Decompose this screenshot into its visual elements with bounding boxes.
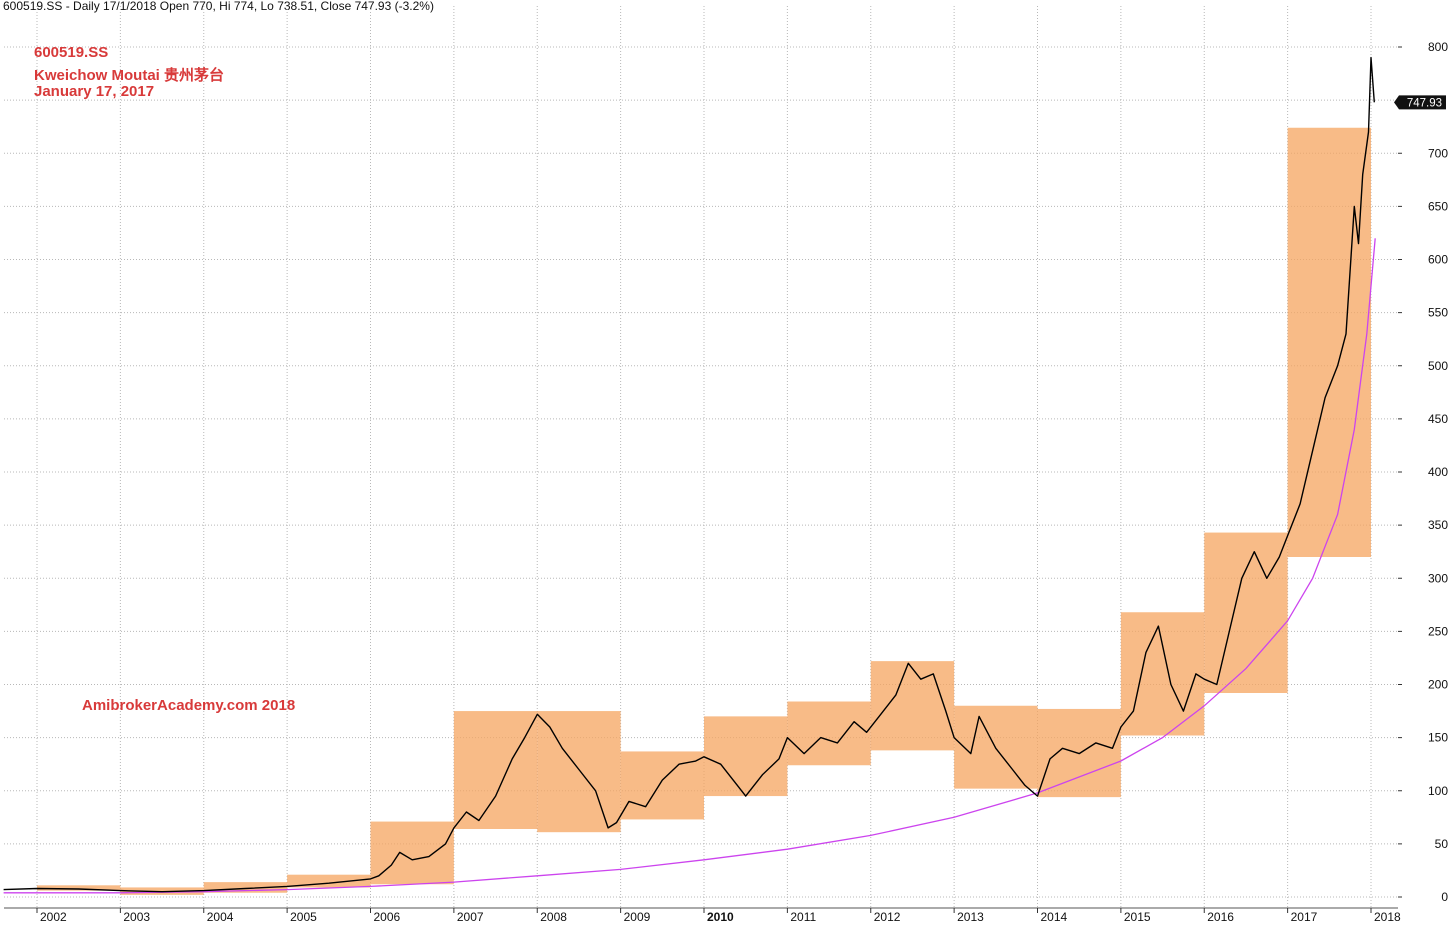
trend-curve [3,238,1376,894]
x-tick-label: 2015 [1124,910,1151,924]
range-box-2015 [1120,612,1205,736]
range-box-2017 [1287,127,1371,557]
grid-lines [4,6,1398,908]
chart-header: 600519.SS - Daily 17/1/2018 Open 770, Hi… [3,0,434,13]
y-tick-label: 100 [1428,784,1448,798]
range-box-2006 [370,821,454,885]
date-label: January 17, 2017 [34,83,155,100]
x-tick-label: 2011 [790,910,816,924]
ticker-label: 600519.SS [34,44,109,61]
axes: 0 50 100 150 200 250 300 350 400 450 500 550 600 650 7… [4,40,1448,924]
range-box-2011 [787,701,871,766]
x-tick-label: 2016 [1207,910,1234,924]
x-tick-label: 2002 [40,910,67,924]
x-tick-label: 2009 [624,910,651,924]
range-box-2012 [870,661,955,751]
x-tick-label: 2005 [290,910,317,924]
y-tick-label: 450 [1428,412,1448,426]
range-box-2004 [203,882,288,893]
y-tick-label: 550 [1428,306,1448,320]
y-tick-label: 250 [1428,624,1448,638]
last-price-marker [1394,95,1446,110]
y-tick-label: 400 [1428,465,1448,479]
x-tick-label: 2004 [207,910,234,924]
range-box-2010 [704,716,788,797]
company-name-label: Kweichow Moutai 贵州茅台 [34,67,225,84]
watermark-text: AmibrokerAcademy.com 2018 [82,697,296,714]
y-tick-label: 800 [1428,40,1448,54]
y-tick-label: 700 [1428,146,1448,160]
range-box-2007 [453,711,538,829]
x-tick-label: 2007 [457,910,484,924]
x-tick-label: 2003 [123,910,150,924]
range-box-2016 [1204,532,1288,693]
y-tick-label: 50 [1435,837,1449,851]
x-tick-label: 2010 [707,910,734,924]
range-box-2002 [37,885,121,891]
y-tick-label: 300 [1428,571,1448,585]
y-tick-label: 350 [1428,518,1448,532]
price-line [3,56,1375,893]
x-tick-label: 2008 [540,910,567,924]
y-tick-label: 600 [1428,253,1448,267]
yearly-range-boxes [37,127,1371,895]
trend-curve-line [3,238,1376,894]
y-tick-label: 150 [1428,731,1448,745]
x-tick-label: 2013 [957,910,984,924]
x-tick-label: 2006 [374,910,401,924]
price-series [3,56,1375,893]
y-tick-label: 200 [1428,678,1448,692]
y-tick-label: 500 [1428,359,1448,373]
x-tick-label: 2018 [1374,910,1401,924]
x-tick-label: 2017 [1291,910,1318,924]
y-tick-label: 650 [1428,199,1448,213]
x-tick-label: 2014 [1041,910,1068,924]
y-tick-label: 0 [1441,890,1448,904]
range-box-2008 [537,711,621,833]
last-price-label: 747.93 [1407,97,1442,109]
x-tick-label: 2012 [874,910,901,924]
